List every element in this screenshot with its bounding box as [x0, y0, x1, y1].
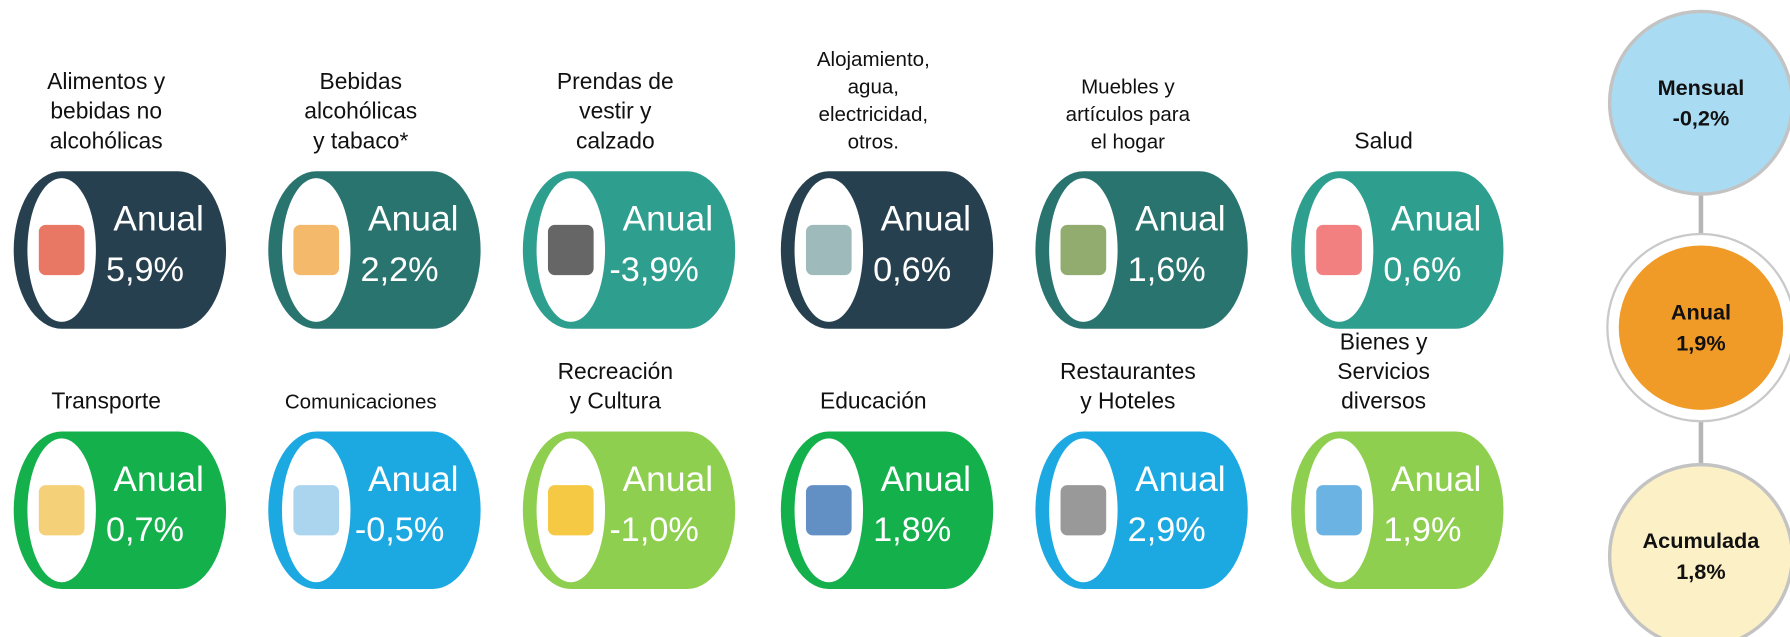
- summary-period: Anual: [1671, 300, 1731, 325]
- summary-period: Mensual: [1658, 75, 1745, 100]
- rate-value: 1,9%: [1383, 511, 1461, 549]
- category-label: Transporte: [51, 388, 161, 414]
- category-label: y Cultura: [570, 388, 662, 414]
- category-label: Restaurantes: [1060, 358, 1196, 384]
- rate-value: 5,9%: [106, 251, 184, 289]
- category-card: Bienes y Servicios diversos Anual 1,9%: [1291, 328, 1503, 589]
- rate-value: -1,0%: [609, 511, 698, 549]
- period-label: Anual: [113, 460, 203, 499]
- summary-period: Acumulada: [1643, 528, 1761, 553]
- category-label: y tabaco*: [313, 127, 408, 153]
- category-card: Comunicaciones Anual -0,5%: [268, 391, 480, 589]
- rate-value: -0,5%: [355, 511, 444, 549]
- category-icon: [1061, 485, 1107, 535]
- category-label: bebidas no: [50, 98, 162, 124]
- category-label: otros.: [848, 130, 899, 153]
- category-icon: [39, 225, 85, 275]
- category-label: Muebles y: [1081, 76, 1175, 99]
- category-icon: [1316, 485, 1362, 535]
- category-label: vestir y: [579, 98, 652, 124]
- category-label: Bienes y: [1340, 328, 1428, 354]
- category-label: electricidad,: [819, 103, 929, 126]
- period-label: Anual: [113, 200, 203, 239]
- period-label: Anual: [1391, 200, 1481, 239]
- category-icon: [293, 485, 339, 535]
- category-card: Alimentos y bebidas no alcohólicas Anual 5,9…: [14, 68, 226, 329]
- category-icon: [548, 225, 594, 275]
- category-label: Bebidas: [319, 68, 401, 94]
- category-card: Prendas de vestir y calzado Anual -3,9%: [523, 68, 735, 329]
- category-label: Salud: [1354, 127, 1412, 153]
- rate-value: 1,8%: [873, 511, 951, 549]
- rate-value: 0,6%: [873, 251, 951, 289]
- period-label: Anual: [623, 460, 713, 499]
- category-label: agua,: [848, 76, 899, 99]
- category-card: Restaurantes y Hoteles Anual 2,9%: [1035, 358, 1247, 589]
- rate-value: 1,6%: [1128, 251, 1206, 289]
- category-icon: [806, 225, 852, 275]
- category-card: Bebidas alcohólicas y tabaco* Anual 2,2%: [268, 68, 480, 329]
- summary-circle: [1619, 245, 1783, 409]
- category-label: alcohólicas: [304, 98, 417, 124]
- period-label: Anual: [1135, 460, 1225, 499]
- category-label: Comunicaciones: [285, 391, 437, 414]
- category-label: Recreación: [558, 358, 673, 384]
- category-label: Alojamiento,: [817, 48, 930, 71]
- category-label: Educación: [820, 388, 927, 414]
- category-label: alcohólicas: [50, 127, 163, 153]
- period-label: Anual: [368, 200, 458, 239]
- category-label: diversos: [1341, 388, 1426, 414]
- category-label: Alimentos y: [47, 68, 166, 94]
- category-label: Servicios: [1337, 358, 1430, 384]
- rate-value: 2,9%: [1128, 511, 1206, 549]
- category-card: Transporte Anual 0,7%: [14, 388, 226, 589]
- category-icon: [293, 225, 339, 275]
- category-icon: [1061, 225, 1107, 275]
- period-label: Anual: [881, 200, 971, 239]
- summary-value: 1,9%: [1676, 330, 1725, 355]
- rate-value: 0,6%: [1383, 251, 1461, 289]
- rate-value: 2,2%: [361, 251, 439, 289]
- summary-value: -0,2%: [1673, 106, 1730, 131]
- period-label: Anual: [623, 200, 713, 239]
- category-icon: [39, 485, 85, 535]
- category-card: Salud Anual 0,6%: [1291, 127, 1503, 328]
- category-icon: [1316, 225, 1362, 275]
- rate-value: 0,7%: [106, 511, 184, 549]
- category-card: Muebles y artículos para el hogar Anual 1,6%: [1035, 76, 1247, 329]
- category-card: Recreación y Cultura Anual -1,0%: [523, 358, 735, 589]
- category-card: Alojamiento, agua, electricidad, otros. Anua…: [781, 48, 993, 329]
- category-icon: [806, 485, 852, 535]
- summary-circle: [1610, 11, 1790, 194]
- rate-value: -3,9%: [609, 251, 698, 289]
- period-label: Anual: [1135, 200, 1225, 239]
- period-label: Anual: [881, 460, 971, 499]
- category-card: Educación Anual 1,8%: [781, 388, 993, 589]
- category-label: el hogar: [1091, 130, 1165, 153]
- infographic: Alimentos y bebidas no alcohólicas Anual 5,9…: [0, 0, 1790, 637]
- category-label: calzado: [576, 127, 655, 153]
- category-label: artículos para: [1066, 103, 1191, 126]
- summary-value: 1,8%: [1676, 559, 1725, 584]
- period-label: Anual: [1391, 460, 1481, 499]
- category-label: y Hoteles: [1080, 388, 1175, 414]
- period-label: Anual: [368, 460, 458, 499]
- category-icon: [548, 485, 594, 535]
- category-label: Prendas de: [557, 68, 674, 94]
